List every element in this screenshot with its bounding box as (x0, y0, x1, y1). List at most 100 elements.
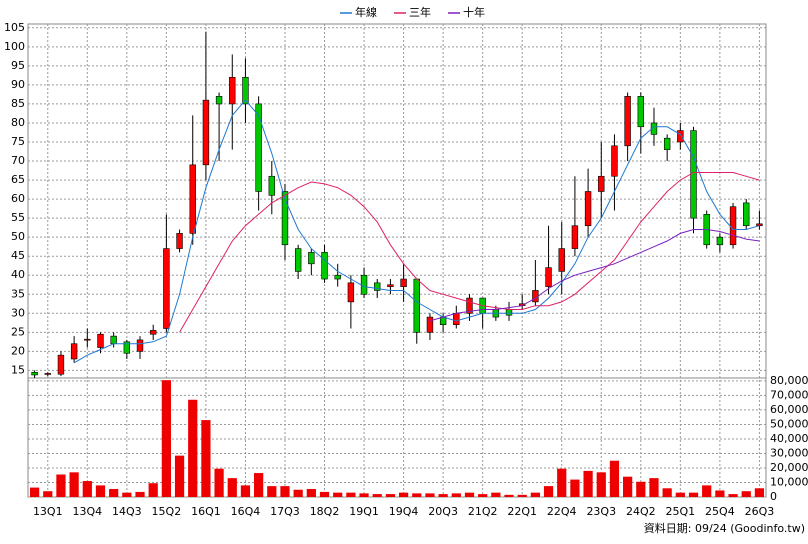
volume-bar (504, 494, 514, 497)
volume-bar (293, 489, 303, 497)
candle-body (545, 267, 552, 287)
candle-body (31, 371, 38, 376)
legend-label: 三年 (409, 5, 431, 19)
volume-bar (161, 380, 171, 497)
volume-bar (728, 494, 738, 497)
candle-body (571, 225, 579, 249)
candle-body (347, 282, 355, 303)
x-tick-label: 14Q3 (112, 505, 142, 518)
volume-bar (570, 479, 580, 497)
candle-body (624, 96, 631, 147)
candle-body (84, 338, 91, 341)
y2-tick-label: 10,000 (770, 475, 808, 488)
volume-bar (662, 488, 672, 497)
y-tick-label: 30 (11, 306, 25, 319)
y-tick-label: 40 (11, 268, 25, 281)
y-tick-label: 70 (11, 154, 25, 167)
x-tick-label: 24Q2 (626, 505, 656, 518)
y-tick-label: 15 (11, 363, 25, 376)
volume-bar (741, 491, 751, 497)
plot-frame (27, 23, 767, 498)
volume-bar (227, 478, 237, 497)
candle-body (611, 145, 618, 177)
y-tick-label: 45 (11, 249, 25, 262)
volume-bar (346, 492, 356, 497)
volume-bar (715, 490, 725, 497)
volume-bar (478, 494, 488, 497)
candle-body (743, 202, 750, 227)
x-tick-label: 19Q1 (349, 505, 379, 518)
y-tick-label: 60 (11, 192, 25, 205)
candle-body (584, 191, 592, 227)
volume-bar (530, 492, 540, 497)
y2-tick-label: 50,000 (770, 417, 808, 430)
x-tick-label: 22Q4 (547, 505, 577, 518)
x-tick-label: 13Q4 (72, 505, 102, 518)
volume-bar (557, 468, 567, 497)
volume-bar (306, 489, 316, 497)
volume-bar (280, 486, 290, 497)
candle-body (729, 206, 737, 246)
y-tick-label: 105 (4, 21, 25, 34)
volume-bar (69, 472, 79, 497)
candle-body (439, 316, 447, 326)
y-tick-label: 35 (11, 287, 25, 300)
volume-bar (412, 493, 422, 497)
candle-body (70, 343, 78, 360)
volume-bar (688, 492, 699, 497)
volume-bar (702, 485, 712, 497)
volume-bar (359, 493, 369, 497)
volume-bar (109, 489, 119, 497)
volume-bar (201, 420, 211, 497)
volume-bar (122, 492, 132, 497)
candle-body (466, 297, 473, 314)
volume-bar (583, 470, 593, 497)
volume-bar (254, 473, 264, 497)
candle-body (189, 164, 196, 234)
x-tick-label: 13Q1 (33, 505, 63, 518)
x-tick-label: 20Q3 (428, 505, 458, 518)
volume-bar (240, 485, 251, 497)
y-tick-label: 85 (11, 97, 25, 110)
candle-body (426, 316, 434, 333)
volume-bar (56, 474, 66, 497)
x-tick-label: 18Q2 (310, 505, 340, 518)
legend-label: 十年 (463, 5, 485, 19)
volume-bar (188, 399, 198, 497)
volume-bar (385, 494, 396, 497)
candle-body (400, 278, 407, 287)
candle-body (716, 236, 724, 246)
volume-bar (398, 492, 409, 497)
candle-body (360, 274, 368, 295)
candle-body (149, 330, 157, 335)
y2-tick-label: 30,000 (770, 446, 808, 459)
candle-body (756, 223, 763, 227)
ma-line (73, 99, 760, 364)
candle-body (229, 76, 236, 105)
candle-body (110, 335, 117, 345)
volume-bar (636, 481, 646, 497)
candle-body (334, 274, 341, 280)
ma-line (179, 172, 760, 333)
candle-body (294, 248, 302, 272)
candle-body (215, 96, 223, 105)
x-tick-label: 15Q2 (152, 505, 182, 518)
candle-body (136, 339, 144, 352)
y-tick-label: 90 (11, 78, 25, 91)
candle-body (505, 309, 513, 316)
volume-bar (438, 494, 448, 497)
volume-bar (491, 492, 501, 497)
footer: 資料日期: 09/24 (Goodinfo.tw) (644, 521, 805, 535)
y-tick-label: 75 (11, 135, 25, 148)
candle-body (413, 278, 420, 333)
y-tick-label: 55 (11, 211, 25, 224)
y2-tick-label: 40,000 (770, 432, 808, 445)
volume-bar (43, 491, 53, 497)
candle-body (453, 312, 460, 326)
legend-label: 年線 (355, 5, 377, 19)
volume-bar (174, 455, 185, 497)
y2-tick-label: 80,000 (770, 374, 808, 387)
volume-bar (148, 483, 158, 497)
x-tick-label: 16Q4 (231, 505, 261, 518)
volume-bar (29, 487, 40, 497)
